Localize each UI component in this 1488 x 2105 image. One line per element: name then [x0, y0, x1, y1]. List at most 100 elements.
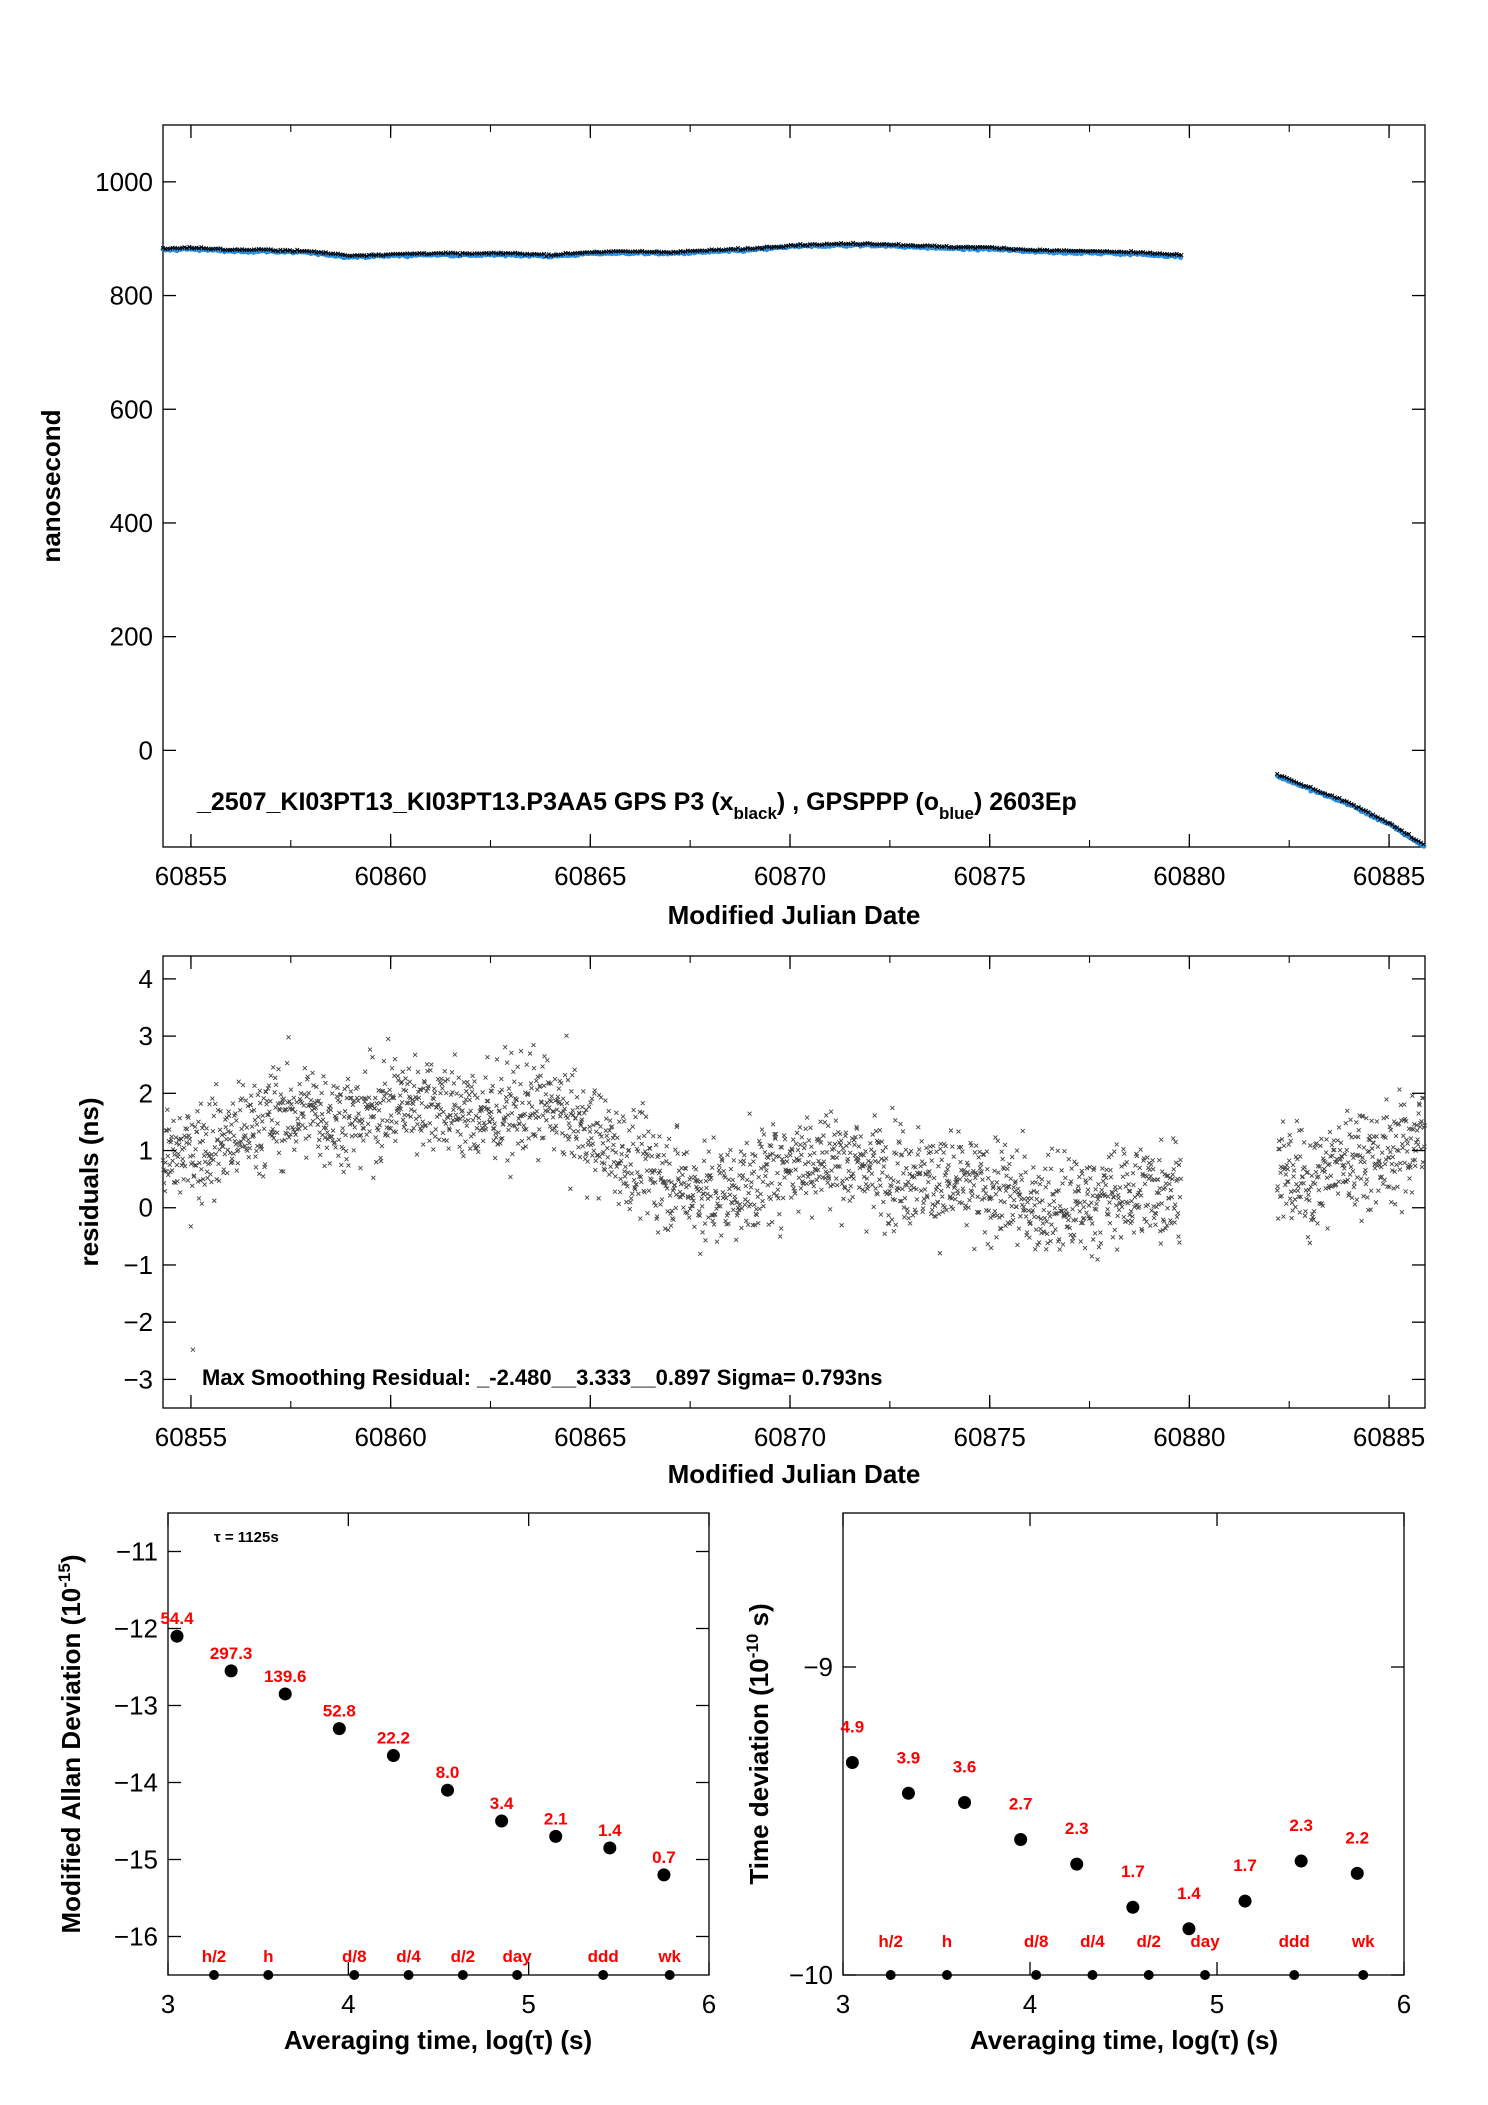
residual-point: [338, 1091, 344, 1097]
residual-point: [603, 1098, 608, 1103]
residual-point: [584, 1195, 590, 1200]
residual-point: [371, 1113, 377, 1119]
residual-point: [332, 1139, 337, 1145]
residual-point: [398, 1080, 404, 1086]
residual-point: [702, 1221, 708, 1226]
residual-point: [212, 1145, 218, 1150]
residual-point: [966, 1172, 972, 1178]
residual-point: [442, 1078, 448, 1084]
residual-point: [189, 1122, 195, 1128]
residual-point: [701, 1158, 707, 1164]
residual-point: [419, 1100, 425, 1106]
gps-p3-point: [989, 244, 995, 250]
x-tick-label: 6: [1397, 1989, 1411, 2019]
residual-point: [759, 1144, 764, 1150]
residual-point: [280, 1169, 286, 1174]
residual-point: [580, 1088, 586, 1094]
residual-point: [948, 1128, 954, 1133]
residual-point: [808, 1125, 813, 1131]
residual-point: [739, 1225, 744, 1231]
gps-p3-point: [1035, 248, 1040, 253]
residual-point: [942, 1173, 948, 1178]
residual-point: [346, 1163, 351, 1168]
residual-point: [1351, 1184, 1357, 1190]
residual-point: [892, 1197, 898, 1203]
deviation-point: [845, 1755, 859, 1769]
residual-point: [1371, 1140, 1376, 1146]
residual-point: [827, 1141, 832, 1146]
residual-point: [308, 1122, 313, 1127]
period-marker-label: d/8: [1024, 1932, 1049, 1951]
gps-p3-point: [292, 249, 297, 254]
residual-point: [254, 1122, 260, 1127]
x-tick-label: 60885: [1353, 861, 1425, 891]
residual-point: [1105, 1207, 1110, 1212]
residual-point: [693, 1166, 699, 1172]
residual-point: [1400, 1133, 1406, 1139]
residual-point: [912, 1174, 917, 1180]
x-tick-label: 4: [341, 1989, 355, 2019]
residual-point: [992, 1168, 997, 1174]
residual-point: [995, 1138, 1001, 1144]
residual-point: [220, 1144, 226, 1149]
deviation-point: [224, 1664, 238, 1678]
residual-point: [712, 1211, 718, 1217]
period-marker-label: ddd: [588, 1947, 619, 1966]
residual-point: [817, 1136, 822, 1142]
residual-point: [552, 1076, 558, 1082]
residual-point: [164, 1107, 170, 1113]
residual-point: [1110, 1234, 1116, 1240]
residual-point: [816, 1158, 821, 1164]
residual-point: [206, 1153, 212, 1159]
residual-point: [213, 1081, 219, 1087]
residual-point: [1355, 1134, 1361, 1140]
residual-point: [638, 1174, 644, 1180]
deviation-point: [1238, 1894, 1252, 1908]
gps-p3-point: [867, 241, 873, 246]
residual-point: [601, 1149, 606, 1155]
x-tick-label: 4: [1023, 1989, 1037, 2019]
residual-point: [799, 1152, 804, 1158]
residual-point: [524, 1062, 530, 1068]
residual-point: [757, 1141, 763, 1147]
residual-point: [502, 1044, 508, 1050]
residual-point: [462, 1118, 468, 1124]
deviation-point: [170, 1629, 184, 1643]
residual-point: [656, 1152, 661, 1158]
gps-p3-point: [798, 241, 803, 247]
residual-point: [1114, 1142, 1120, 1147]
residual-point: [177, 1115, 183, 1121]
residual-point: [401, 1124, 407, 1130]
residual-point: [986, 1208, 992, 1214]
residual-point: [945, 1166, 950, 1172]
residual-point: [580, 1143, 586, 1149]
residual-point: [1126, 1181, 1131, 1187]
period-marker: [885, 1970, 896, 1980]
residual-point: [336, 1137, 342, 1143]
residual-point: [545, 1108, 551, 1114]
residual-point: [231, 1133, 237, 1139]
residual-point: [1066, 1156, 1072, 1162]
residual-point: [681, 1151, 687, 1157]
residual-point: [599, 1134, 604, 1139]
residual-point: [880, 1199, 886, 1205]
residual-point: [200, 1176, 206, 1182]
residual-point: [939, 1157, 945, 1163]
residual-point: [431, 1096, 437, 1102]
residual-point: [235, 1160, 241, 1166]
residual-point: [306, 1090, 312, 1096]
residual-point: [1316, 1187, 1322, 1193]
residual-point: [1163, 1226, 1168, 1231]
residual-point: [165, 1153, 171, 1159]
residual-point: [1131, 1230, 1137, 1235]
residual-point: [262, 1162, 268, 1167]
residual-point: [623, 1164, 628, 1170]
residual-point: [558, 1110, 564, 1115]
residual-point: [351, 1147, 357, 1153]
residual-point: [1286, 1158, 1292, 1163]
residual-point: [273, 1082, 279, 1088]
residual-point: [869, 1182, 875, 1188]
y-tick-label: 1000: [95, 167, 153, 197]
residual-point: [1335, 1138, 1340, 1143]
